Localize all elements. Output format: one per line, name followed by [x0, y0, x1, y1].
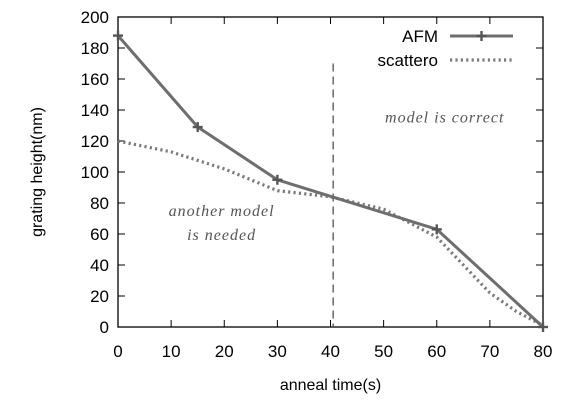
x-tick-label: 10	[162, 342, 181, 361]
legend-marker-afm	[476, 31, 487, 41]
afm-data-point	[272, 174, 283, 185]
x-axis-ticks: 0 10 20 30 40 50 60 70 80	[113, 17, 552, 361]
afm-data-point	[431, 224, 442, 235]
legend-label-afm: AFM	[402, 27, 438, 46]
x-tick-label: 40	[321, 342, 340, 361]
afm-data-point	[192, 122, 203, 133]
x-tick-label: 20	[215, 342, 234, 361]
x-tick-label: 0	[113, 342, 122, 361]
x-tick-label: 70	[480, 342, 499, 361]
y-tick-label: 0	[100, 318, 109, 337]
y-axis-label: grating height(nm)	[29, 107, 46, 237]
afm-data-point	[113, 30, 123, 41]
annotation-another-model-line2: is needed	[187, 227, 256, 244]
y-axis-ticks: 0 20 40 60 80 100 120 140 160 180 200	[81, 8, 543, 337]
annotations-group: model is correct another model is needed	[169, 109, 504, 244]
annotation-model-correct: model is correct	[385, 109, 504, 126]
y-tick-label: 200	[81, 8, 109, 27]
y-tick-label: 60	[90, 225, 109, 244]
y-tick-label: 180	[81, 39, 109, 58]
y-tick-label: 120	[81, 132, 109, 151]
x-axis-label: anneal time(s)	[280, 377, 381, 394]
series-line-afm	[116, 34, 545, 329]
series-group	[113, 30, 548, 332]
y-tick-label: 20	[90, 287, 109, 306]
series-line-scattero	[117, 139, 544, 327]
x-tick-label: 80	[534, 342, 553, 361]
x-tick-label: 50	[374, 342, 393, 361]
afm-data-point	[538, 322, 548, 332]
y-tick-label: 100	[81, 163, 109, 182]
y-tick-label: 140	[81, 101, 109, 120]
legend: AFM scattero	[378, 27, 513, 70]
annotation-another-model-line1: another model	[169, 203, 275, 220]
x-tick-label: 30	[268, 342, 287, 361]
legend-label-scattero: scattero	[378, 51, 438, 70]
y-tick-label: 80	[90, 194, 109, 213]
y-tick-label: 160	[81, 70, 109, 89]
x-tick-label: 60	[427, 342, 446, 361]
y-tick-label: 40	[90, 256, 109, 275]
